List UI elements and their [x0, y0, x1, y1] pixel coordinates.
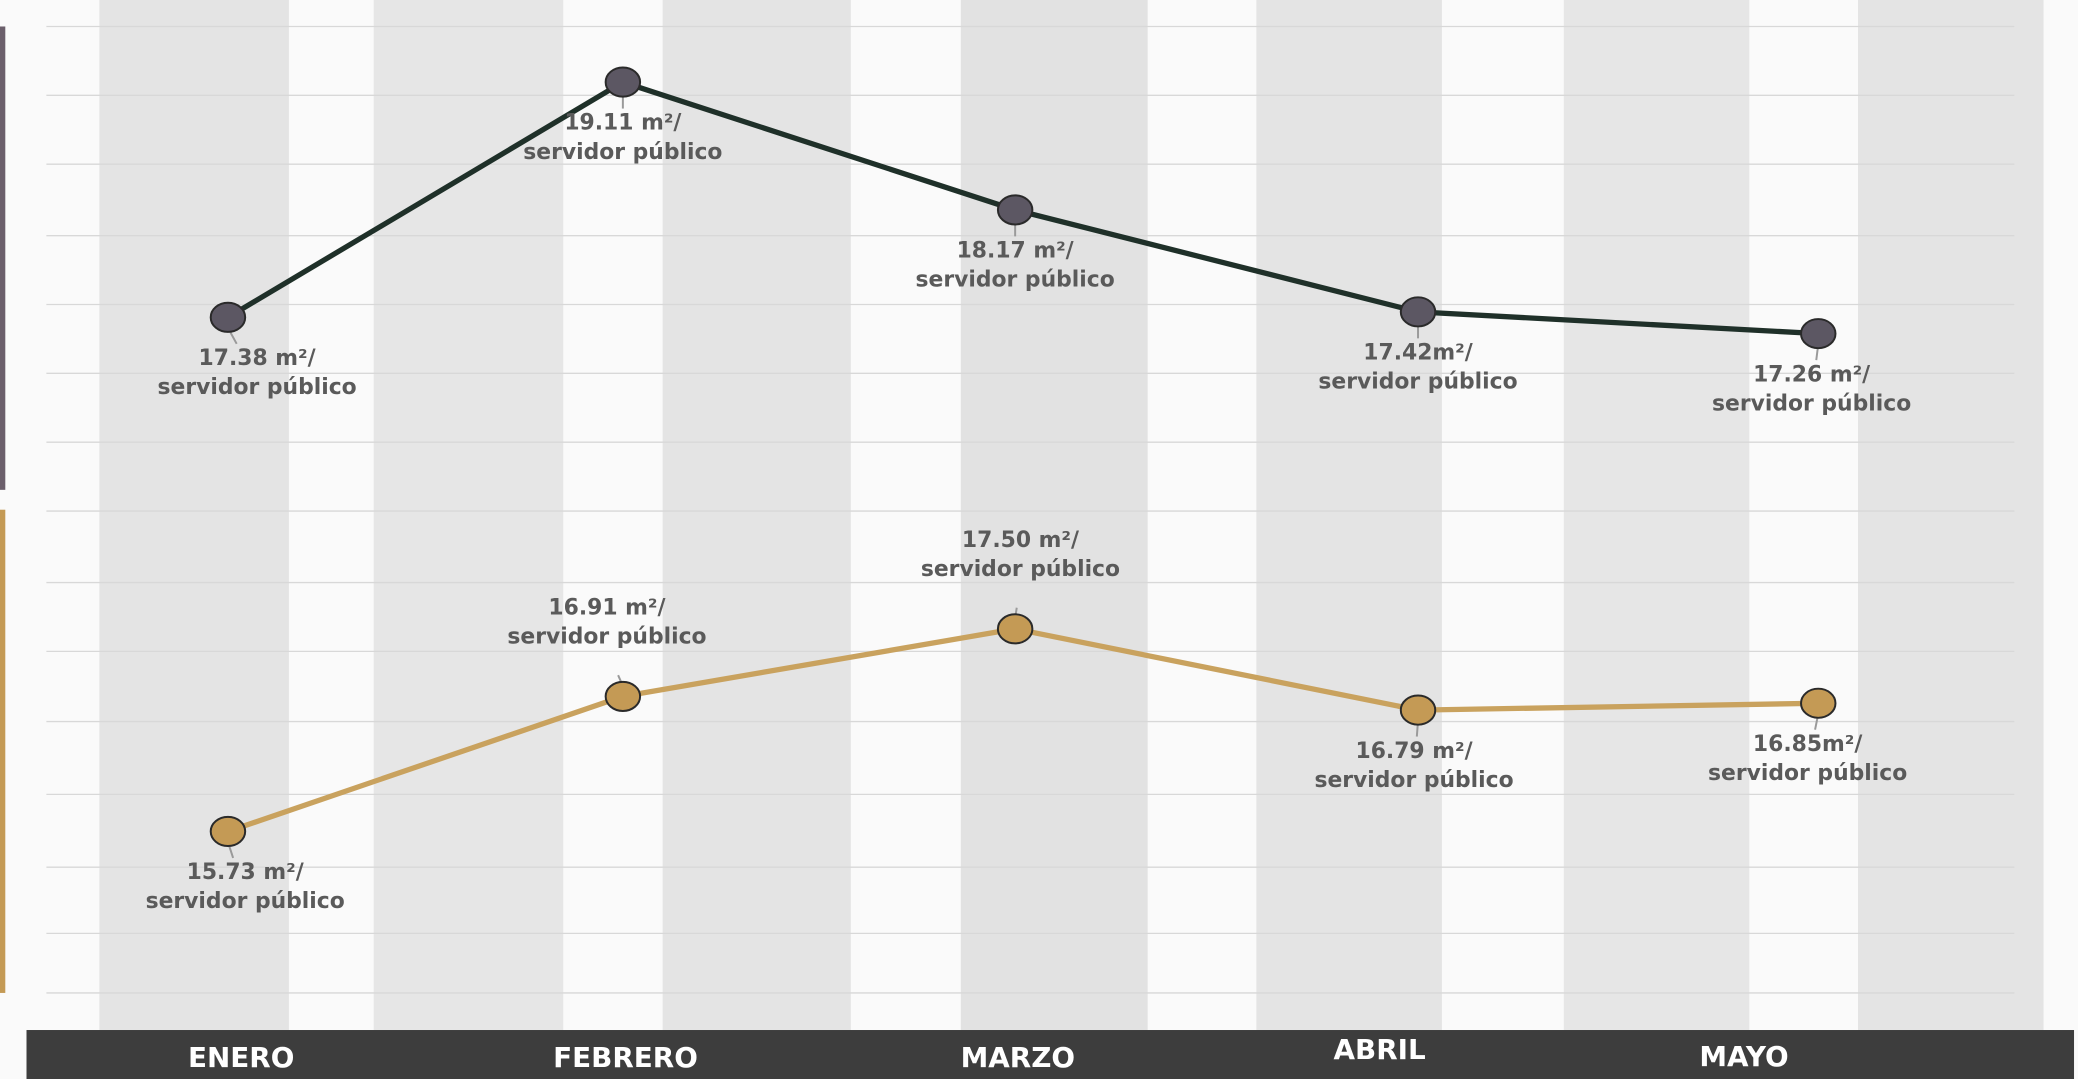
x-tick-label: FEBRERO — [553, 1041, 698, 1074]
data-label: 17.38 m²/servidor público — [158, 346, 357, 400]
data-label-line: servidor público — [1712, 391, 1911, 416]
data-label-line: 17.26 m²/ — [1753, 362, 1870, 387]
x-tick-label: MAYO — [1699, 1040, 1788, 1073]
data-label-line: 17.42m²/ — [1363, 341, 1472, 366]
data-label: 15.73 m²/servidor público — [146, 860, 345, 914]
data-label-line: servidor público — [1708, 761, 1907, 786]
data-label-line: servidor público — [1314, 768, 1513, 793]
data-label: 19.11 m²/servidor público — [523, 111, 722, 165]
marker — [996, 194, 1034, 226]
data-label: 18.17 m²/servidor público — [916, 239, 1115, 293]
data-label-line: servidor público — [507, 624, 706, 649]
data-label-line: 19.11 m²/ — [564, 111, 681, 136]
marker — [1800, 318, 1837, 350]
data-label-line: 15.73 m²/ — [187, 860, 304, 885]
data-label-line: servidor público — [921, 557, 1120, 582]
marker — [209, 301, 247, 333]
data-label: 16.85m²/servidor público — [1708, 732, 1907, 786]
data-label-line: 17.38 m²/ — [199, 346, 316, 371]
data-label: 17.26 m²/servidor público — [1712, 362, 1911, 416]
data-label: 16.79 m²/servidor público — [1314, 739, 1513, 793]
x-tick-label: MARZO — [961, 1041, 1075, 1074]
marker — [604, 66, 642, 98]
marker — [996, 613, 1034, 645]
data-label-line: 18.17 m²/ — [957, 239, 1074, 264]
marker — [1800, 687, 1837, 719]
data-label: 17.42m²/servidor público — [1318, 341, 1517, 395]
data-label: 17.50 m²/servidor público — [921, 528, 1120, 582]
data-label: 16.91 m²/servidor público — [507, 595, 706, 649]
data-label-line: servidor público — [158, 375, 357, 400]
marker — [1399, 694, 1437, 726]
data-label-line: 16.79 m²/ — [1356, 739, 1473, 764]
x-tick-label: ABRIL — [1333, 1033, 1425, 1066]
data-label-line: 16.85m²/ — [1753, 732, 1862, 757]
marker — [1399, 296, 1437, 328]
data-label-line: servidor público — [523, 140, 722, 165]
data-label-line: servidor público — [146, 889, 345, 914]
data-label-line: 17.50 m²/ — [962, 528, 1079, 553]
marker — [604, 680, 642, 712]
x-tick-label: ENERO — [188, 1041, 294, 1074]
data-label-line: servidor público — [1318, 370, 1517, 395]
data-label-line: 16.91 m²/ — [548, 595, 665, 620]
data-label-line: servidor público — [916, 268, 1115, 293]
marker — [209, 815, 247, 847]
